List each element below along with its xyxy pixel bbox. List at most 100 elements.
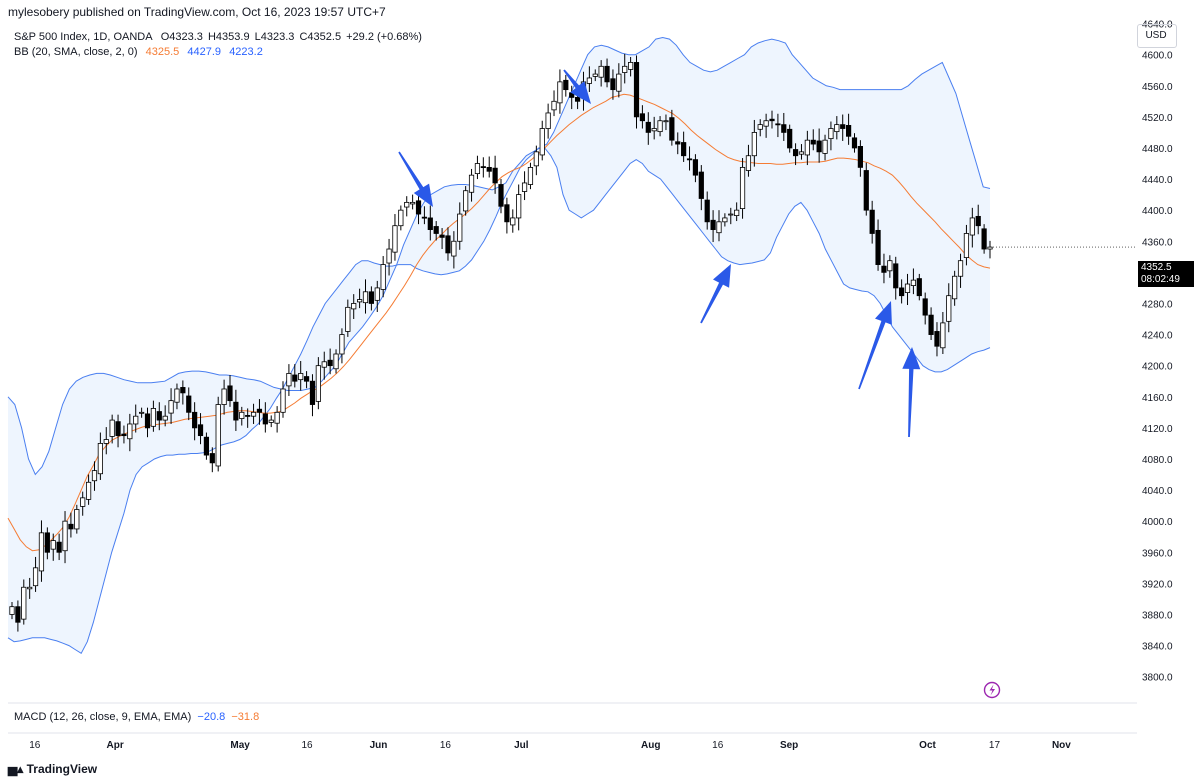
- candle-body: [899, 287, 905, 297]
- time-tick-label: 16: [302, 740, 314, 751]
- candle-body: [639, 113, 645, 122]
- candle-body: [197, 424, 204, 437]
- candle-body: [792, 149, 799, 157]
- time-tick-label: Apr: [107, 740, 124, 751]
- publisher-line: mylesobery published on TradingView.com,…: [8, 5, 386, 19]
- candle-body: [586, 77, 592, 84]
- candle-body: [692, 159, 699, 176]
- candle-body: [510, 217, 516, 226]
- candle-body: [262, 413, 268, 425]
- candle-body: [292, 374, 298, 382]
- candle-body: [769, 118, 775, 122]
- candle-body: [975, 215, 981, 227]
- tradingview-logo[interactable]: ▅▴ TradingView: [8, 762, 97, 776]
- candle-body: [904, 283, 911, 293]
- price-axis-ticks: 3800.0 3840.0 3880.0 3920.0 3960.0 4000.0 4040…: [1142, 20, 1173, 684]
- candle-body: [68, 523, 74, 530]
- time-tick-label: Nov: [1052, 740, 1071, 751]
- bb-legend[interactable]: BB (20, SMA, close, 2, 0) 4325.5 4427.9 …: [14, 46, 265, 58]
- bar-countdown: 08:02:49: [1141, 274, 1180, 285]
- candle-body: [404, 201, 410, 208]
- candle-body: [286, 373, 292, 387]
- candle-body: [816, 140, 822, 153]
- price-tick-label: 4560.0: [1142, 82, 1173, 93]
- price-tick-label: 4120.0: [1142, 424, 1173, 435]
- ohlc-open: O4323.3: [160, 31, 203, 43]
- candle-body: [751, 132, 757, 157]
- time-axis-ticks: 16 Apr May 16 Jun 16 Jul Aug 16 Sep Oct 17 Nov: [29, 740, 1071, 751]
- candle-body: [645, 121, 651, 133]
- candle-body: [610, 78, 616, 91]
- candle-body: [946, 295, 952, 322]
- macd-value: −20.8: [197, 711, 226, 723]
- candle-body: [56, 541, 62, 553]
- candle-body: [798, 151, 805, 155]
- candle-body: [551, 100, 557, 111]
- candle-body: [386, 248, 392, 264]
- time-tick-label: Aug: [641, 740, 660, 751]
- currency-button[interactable]: [1137, 24, 1177, 48]
- symbol-name: S&P 500 Index, 1D, OANDA: [14, 31, 153, 43]
- lightning-icon[interactable]: [983, 681, 1001, 699]
- candle-body: [451, 240, 457, 257]
- candle-body: [757, 124, 763, 130]
- candle-body: [592, 73, 598, 77]
- price-tick-label: 4600.0: [1142, 51, 1173, 62]
- candle-body: [427, 217, 433, 230]
- macd-label: MACD (12, 26, close, 9, EMA, EMA): [14, 711, 192, 723]
- tv-logo-icon: ▅▴: [8, 762, 24, 776]
- candle-body: [957, 260, 964, 277]
- candle-body: [144, 413, 151, 429]
- candle-body: [174, 388, 180, 403]
- candle-body: [362, 291, 369, 304]
- candle-body: [804, 139, 810, 156]
- annotation-arrow: [858, 301, 892, 390]
- candle-body: [651, 128, 657, 132]
- candle-body: [345, 306, 351, 332]
- candle-body: [303, 376, 310, 382]
- price-tick-label: 4440.0: [1142, 175, 1173, 186]
- price-tick-label: 3920.0: [1142, 579, 1173, 590]
- price-tick-label: 3880.0: [1142, 610, 1173, 621]
- candle-body: [604, 65, 610, 83]
- candle-body: [840, 124, 846, 129]
- candle-body: [150, 408, 156, 427]
- candle-body: [410, 201, 416, 205]
- candle-body: [91, 470, 98, 482]
- candle-body: [563, 79, 569, 91]
- candle-body: [516, 194, 522, 219]
- candle-body: [203, 436, 210, 456]
- candle-body: [32, 567, 39, 587]
- candle-body: [274, 411, 280, 424]
- candle-body: [763, 120, 769, 127]
- candle-body: [539, 128, 545, 156]
- candle-body: [940, 322, 946, 349]
- candle-body: [445, 235, 451, 254]
- candle-body: [239, 411, 245, 419]
- candle-body: [321, 361, 327, 368]
- candle-body: [463, 190, 469, 212]
- candle-body: [38, 532, 45, 572]
- candle-body: [875, 229, 881, 265]
- candle-body: [209, 453, 215, 464]
- time-tick-label: 16: [29, 740, 41, 751]
- candle-body: [156, 411, 162, 421]
- time-tick-label: Jun: [370, 740, 388, 751]
- candle-body: [663, 120, 669, 123]
- annotation-arrow: [398, 151, 433, 207]
- candle-body: [787, 128, 793, 149]
- candle-body: [103, 439, 109, 444]
- symbol-legend[interactable]: S&P 500 Index, 1D, OANDA O4323.3 H4353.9…: [14, 31, 424, 43]
- annotation-arrow: [700, 264, 731, 324]
- price-tick-label: 4480.0: [1142, 144, 1173, 155]
- candle-body: [109, 419, 115, 437]
- macd-legend[interactable]: MACD (12, 26, close, 9, EMA, EMA) −20.8 …: [14, 711, 259, 723]
- annotation-arrow: [563, 69, 591, 104]
- candle-body: [857, 145, 863, 168]
- price-tick-label: 4400.0: [1142, 206, 1173, 217]
- ohlc-high: H4353.9: [207, 31, 250, 43]
- candle-body: [168, 400, 174, 414]
- candle-body: [669, 117, 675, 141]
- candle-body: [545, 112, 551, 129]
